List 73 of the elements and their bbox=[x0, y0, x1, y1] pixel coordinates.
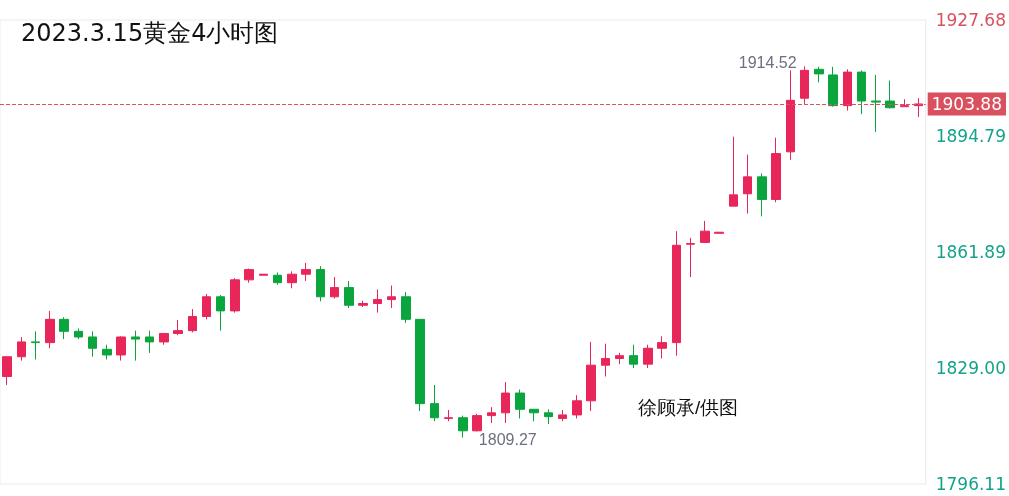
candlestick bbox=[173, 319, 183, 336]
candlestick bbox=[672, 230, 681, 357]
candlestick bbox=[444, 409, 453, 422]
candlestick bbox=[116, 335, 126, 362]
candlestick bbox=[615, 352, 624, 365]
y-tick-label: 1796.11 bbox=[935, 474, 1007, 494]
candlestick bbox=[814, 66, 824, 83]
candlestick bbox=[301, 262, 311, 282]
candlestick bbox=[74, 328, 83, 340]
y-tick-label: 1829.00 bbox=[935, 358, 1007, 379]
candlestick bbox=[458, 415, 468, 439]
candlestick bbox=[743, 154, 752, 215]
candlestick bbox=[330, 276, 339, 300]
chart-title: 2023.3.15黄金4小时图 bbox=[21, 19, 279, 47]
candlestick bbox=[871, 74, 881, 133]
annotation: 徐顾承/供图 bbox=[638, 397, 739, 418]
candlestick bbox=[316, 265, 325, 302]
candlestick bbox=[373, 288, 382, 314]
candlestick bbox=[472, 413, 482, 432]
candlestick bbox=[843, 68, 852, 112]
candlestick bbox=[216, 294, 225, 332]
candlestick bbox=[800, 65, 809, 105]
candlestick bbox=[700, 220, 710, 243]
candlestick bbox=[714, 231, 724, 234]
y-tick-label: 1861.89 bbox=[935, 242, 1007, 263]
candlestick bbox=[572, 394, 582, 419]
candlestick bbox=[159, 332, 169, 346]
candlestick bbox=[287, 270, 297, 289]
candlestick bbox=[230, 277, 240, 314]
candlestick bbox=[31, 330, 40, 361]
candlestick bbox=[102, 344, 112, 361]
candlestick bbox=[88, 330, 97, 358]
candlestick bbox=[59, 316, 69, 340]
candlestick bbox=[686, 237, 695, 278]
candlestick bbox=[558, 409, 567, 422]
candlestick bbox=[273, 271, 282, 286]
candlestick bbox=[629, 344, 638, 369]
candlestick bbox=[131, 330, 140, 362]
y-tick-label: 1927.68 bbox=[935, 10, 1007, 30]
candlestick bbox=[501, 381, 510, 424]
candlestick bbox=[415, 318, 425, 412]
candlestick bbox=[786, 69, 795, 161]
candlestick bbox=[188, 308, 197, 333]
candlestick bbox=[202, 293, 211, 320]
candlestick bbox=[757, 172, 767, 217]
candlestick bbox=[17, 336, 26, 362]
candlestick bbox=[529, 408, 539, 422]
candlestick bbox=[430, 384, 439, 422]
candlestick bbox=[643, 344, 653, 369]
candlestick bbox=[487, 406, 496, 424]
y-tick-label: 1894.79 bbox=[935, 125, 1007, 146]
candlestick bbox=[515, 389, 525, 419]
candlestick bbox=[885, 80, 895, 109]
candlestick bbox=[601, 343, 610, 377]
candlestick bbox=[657, 335, 667, 359]
candlestick bbox=[244, 268, 254, 284]
candlestick bbox=[586, 341, 596, 412]
candlestick bbox=[771, 137, 781, 203]
candlestick bbox=[387, 284, 396, 309]
annotation: 1914.52 bbox=[738, 53, 797, 71]
candlestick bbox=[145, 330, 154, 354]
candlestick bbox=[401, 291, 411, 324]
candlestick bbox=[544, 408, 553, 425]
candlestick bbox=[259, 273, 268, 276]
candlestick bbox=[828, 66, 838, 108]
candlestick bbox=[45, 310, 55, 349]
candlestick bbox=[358, 300, 368, 308]
candlestick bbox=[857, 69, 866, 115]
ref-line-label: 1903.88 bbox=[931, 93, 1003, 114]
candlestick bbox=[2, 356, 12, 386]
candlestick bbox=[344, 280, 354, 309]
annotation: 1809.27 bbox=[478, 431, 537, 449]
candlestick bbox=[729, 136, 738, 207]
